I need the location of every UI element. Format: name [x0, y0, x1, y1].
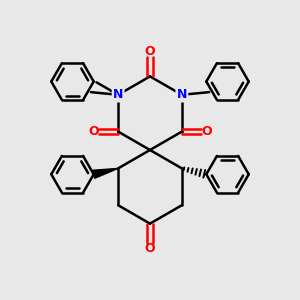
Text: O: O: [201, 125, 211, 138]
Text: N: N: [177, 88, 187, 101]
Polygon shape: [93, 168, 118, 178]
Text: N: N: [113, 88, 123, 101]
Text: O: O: [88, 125, 99, 138]
Text: O: O: [145, 45, 155, 58]
Text: O: O: [145, 242, 155, 254]
